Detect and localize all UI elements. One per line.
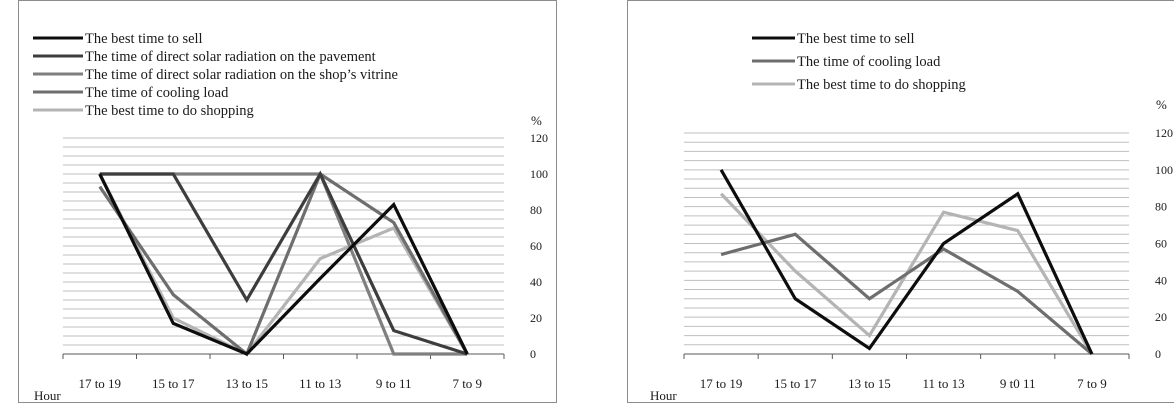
y-axis-label: % [531,113,542,128]
legend-label: The time of direct solar radiation on th… [85,49,376,65]
x-axis-label: Hour [650,388,677,403]
chart-panel-right: 0 20 40 60 80 100 120% 17 to 19 15 to 17 13 to 15… [627,0,1174,403]
y-tick-label: 0 [530,347,536,361]
legend-label: The best time to sell [85,31,203,47]
x-tick-label: 7 to 9 [452,376,482,391]
legend-label: The best time to do shopping [797,77,966,93]
x-tick-label: 11 to 13 [299,376,341,391]
legend-label: The best time to do shopping [85,103,254,119]
legend-label: The time of cooling load [85,85,229,101]
y-tick-label: 20 [1155,310,1167,324]
y-tick-label: 60 [1155,237,1167,251]
x-tick-label: 11 to 13 [923,376,965,391]
legend-label: The best time to sell [797,31,915,47]
legend-label: The time of cooling load [797,54,941,70]
legend-label: The time of direct solar radiation on th… [85,67,398,83]
y-tick-label: 120 [530,131,548,145]
x-tick-label: 9 t0 11 [1000,376,1036,391]
y-axis-label: % [1156,97,1167,112]
y-tick-label: 20 [530,311,542,325]
line-chart-right: 0 20 40 60 80 100 120% 17 to 19 15 to 17 13 to 15… [628,1,1174,404]
x-tick-label: 17 to 19 [78,376,121,391]
chart-panel-left: 0 20 40 60 80 100 120% 17 to 19 15 to 17 13 to 15… [18,0,557,403]
x-tick-label: 15 to 17 [152,376,195,391]
y-tick-label: 40 [530,275,542,289]
x-tick-label: 7 to 9 [1077,376,1107,391]
y-tick-label: 60 [530,239,542,253]
line-chart-left: 0 20 40 60 80 100 120% 17 to 19 15 to 17 13 to 15… [19,1,558,404]
y-tick-label: 120 [1155,126,1173,140]
x-tick-label: 13 to 15 [848,376,891,391]
x-tick-label: 9 to 11 [376,376,412,391]
y-tick-label: 80 [530,203,542,217]
y-tick-label: 80 [1155,200,1167,214]
x-tick-label: 13 to 15 [225,376,268,391]
y-tick-label: 100 [530,167,548,181]
x-tick-label: 15 to 17 [774,376,817,391]
y-tick-label: 100 [1155,163,1173,177]
x-axis-label: Hour [34,388,61,403]
y-tick-label: 40 [1155,273,1167,287]
y-tick-label: 0 [1155,347,1161,361]
x-tick-label: 17 to 19 [700,376,743,391]
